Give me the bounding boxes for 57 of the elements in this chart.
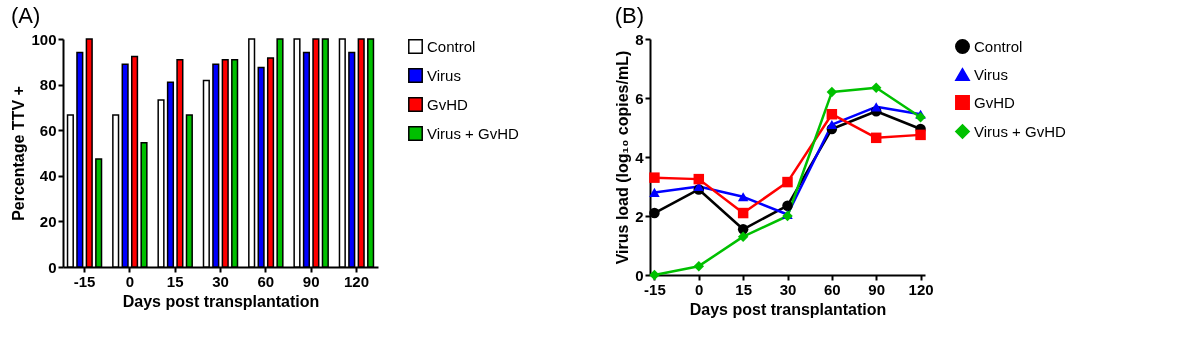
point bbox=[826, 108, 838, 120]
y-tick-label: 80 bbox=[39, 76, 57, 94]
x-tick-label: 15 bbox=[166, 272, 184, 290]
x-tick-label: -15 bbox=[73, 272, 96, 290]
legend-label: GvHD bbox=[974, 93, 1015, 111]
point bbox=[649, 269, 660, 281]
point bbox=[737, 207, 749, 219]
x-tick-label: 0 bbox=[125, 272, 135, 290]
x-tick-label: 120 bbox=[343, 272, 369, 290]
x-tick-label: 60 bbox=[257, 272, 275, 290]
point bbox=[870, 102, 882, 112]
legend-label: Virus + GvHD bbox=[974, 122, 1066, 140]
chart-title: (A) bbox=[10, 3, 41, 28]
y-tick-label: 2 bbox=[635, 207, 644, 225]
x-tick-label: 90 bbox=[302, 272, 320, 290]
x-tick-label: 15 bbox=[735, 280, 752, 298]
legend-label: Virus + GvHD bbox=[427, 124, 519, 142]
y-tick-label: 40 bbox=[39, 167, 57, 185]
point bbox=[870, 132, 882, 144]
y-tick-label: 0 bbox=[48, 258, 57, 276]
x-tick-label: -15 bbox=[644, 280, 666, 298]
chart-title: (B) bbox=[614, 3, 644, 28]
y-axis-title: Virus load (log₁₀ copies/mL) bbox=[614, 50, 632, 265]
y-tick-label: 60 bbox=[39, 121, 57, 139]
point bbox=[737, 192, 749, 202]
point bbox=[915, 111, 926, 123]
point bbox=[693, 173, 705, 185]
y-tick-label: 100 bbox=[31, 30, 57, 48]
legend-label: Control bbox=[974, 37, 1023, 55]
x-tick-label: 30 bbox=[779, 280, 797, 298]
point bbox=[737, 231, 749, 242]
point bbox=[826, 86, 838, 98]
x-axis-title: Days post transplantation bbox=[689, 300, 887, 318]
point bbox=[649, 207, 660, 219]
x-axis-title: Days post transplantation bbox=[122, 292, 320, 310]
point bbox=[693, 260, 705, 272]
point bbox=[915, 129, 926, 141]
legend-label: Virus bbox=[974, 65, 1008, 83]
y-axis-title: Percentage TTV + bbox=[10, 86, 28, 221]
legend-label: GvHD bbox=[427, 95, 468, 113]
y-tick-label: 8 bbox=[635, 30, 644, 48]
x-tick-label: 120 bbox=[908, 280, 934, 298]
point bbox=[649, 172, 660, 183]
point bbox=[826, 120, 838, 130]
x-tick-label: 60 bbox=[824, 280, 841, 298]
point bbox=[649, 187, 660, 197]
x-tick-label: 30 bbox=[212, 272, 229, 290]
legend-label: Virus bbox=[427, 66, 461, 84]
x-tick-label: 90 bbox=[868, 280, 886, 298]
point bbox=[870, 82, 882, 93]
y-tick-label: 4 bbox=[635, 148, 645, 166]
y-tick-label: 20 bbox=[39, 212, 57, 230]
point bbox=[782, 176, 793, 188]
x-tick-label: 0 bbox=[695, 280, 704, 298]
y-tick-label: 6 bbox=[635, 89, 644, 107]
legend-label: Control bbox=[427, 37, 476, 55]
point bbox=[782, 200, 793, 211]
